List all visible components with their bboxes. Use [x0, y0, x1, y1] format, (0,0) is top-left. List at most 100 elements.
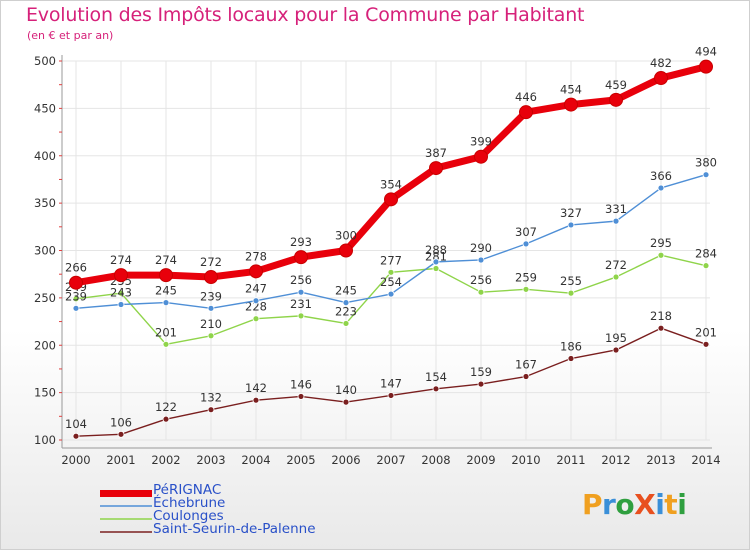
y-tick-label: 400 [34, 149, 56, 163]
data-label: 142 [245, 381, 267, 395]
x-tick-label: 2005 [286, 453, 315, 467]
data-label: 272 [605, 258, 627, 272]
x-tick-label: 2001 [106, 453, 135, 467]
data-label: 106 [110, 415, 132, 429]
data-point [297, 393, 305, 400]
data-point [162, 340, 170, 348]
data-point [162, 299, 170, 307]
data-point [699, 59, 713, 74]
data-label: 186 [560, 340, 582, 354]
y-tick-label: 450 [34, 101, 56, 115]
data-point [612, 346, 620, 354]
data-label: 256 [470, 273, 492, 287]
data-label: 266 [65, 261, 87, 275]
data-point [114, 268, 128, 283]
legend-swatch-coulonges [100, 518, 152, 520]
data-label: 278 [245, 249, 267, 263]
x-tick-label: 2006 [331, 453, 360, 467]
data-label: 201 [695, 325, 717, 339]
data-point [657, 251, 665, 259]
data-label: 494 [695, 45, 717, 59]
data-point [564, 97, 578, 112]
data-label: 399 [470, 135, 492, 149]
logo-letter: o [615, 488, 635, 521]
data-point [654, 71, 668, 86]
data-label: 159 [470, 365, 492, 379]
x-tick-label: 2013 [646, 453, 675, 467]
data-label: 132 [200, 391, 222, 405]
legend-item-saint-seurin[interactable]: Saint-Seurin-de-Palenne [100, 521, 360, 537]
data-point [207, 332, 215, 340]
data-point [519, 105, 533, 120]
data-point [429, 161, 443, 176]
data-label: 231 [290, 297, 312, 311]
data-point [612, 273, 620, 281]
data-label: 247 [245, 282, 267, 296]
legend-swatch-saint-seurin [100, 531, 152, 533]
legend-item-perignac[interactable]: PéRIGNAC [100, 482, 360, 498]
data-point [72, 304, 80, 312]
x-tick-label: 2014 [691, 453, 720, 467]
data-label: 293 [290, 235, 312, 249]
logo-letter: P [582, 488, 603, 521]
data-point [249, 264, 263, 279]
y-tick-label: 500 [34, 54, 56, 68]
y-tick-label: 250 [34, 291, 56, 305]
data-label: 295 [650, 236, 672, 250]
y-tick-label: 200 [34, 338, 56, 352]
data-label: 274 [110, 253, 132, 267]
data-label: 482 [650, 56, 672, 70]
y-tick-label: 100 [34, 433, 56, 447]
data-point [207, 304, 215, 312]
data-label: 147 [380, 376, 402, 390]
data-point [207, 406, 215, 414]
legend-swatch-echebrune [100, 505, 152, 507]
x-tick-label: 2009 [466, 453, 495, 467]
data-label: 146 [290, 377, 312, 391]
data-point [567, 221, 575, 229]
data-label: 354 [380, 177, 402, 191]
chart-subtitle: (en € et par an) [27, 29, 114, 42]
data-point [252, 297, 260, 305]
data-point [342, 398, 350, 406]
data-point [609, 92, 623, 107]
x-tick-label: 2011 [556, 453, 585, 467]
data-label: 331 [605, 202, 627, 216]
proxiti-logo: ProXiti [582, 488, 687, 521]
x-tick-label: 2000 [61, 453, 90, 467]
data-point [294, 250, 308, 265]
data-point [522, 285, 530, 293]
x-tick-label: 2004 [241, 453, 270, 467]
x-tick-label: 2010 [511, 453, 540, 467]
data-point [477, 380, 485, 388]
data-label: 104 [65, 417, 87, 431]
legend-item-echebrune[interactable]: Échebrune [100, 495, 360, 511]
data-label: 290 [470, 241, 492, 255]
data-label: 154 [425, 370, 447, 384]
logo-letter: i [677, 488, 687, 521]
legend-label: PéRIGNAC [153, 482, 222, 498]
logo-letter: t [664, 488, 678, 521]
data-point [567, 289, 575, 297]
data-point [432, 258, 440, 266]
x-tick-label: 2008 [421, 453, 450, 467]
data-point [474, 149, 488, 164]
data-point [612, 217, 620, 225]
data-label: 218 [650, 309, 672, 323]
legend: PéRIGNAC Échebrune Coulonges Saint-Seuri… [100, 482, 360, 537]
x-tick-label: 2002 [151, 453, 180, 467]
data-label: 274 [155, 253, 177, 267]
legend-item-coulonges[interactable]: Coulonges [100, 508, 360, 524]
data-label: 228 [245, 300, 267, 314]
data-point [252, 396, 260, 404]
data-label: 284 [695, 247, 717, 261]
data-label: 255 [560, 274, 582, 288]
x-tick-label: 2012 [601, 453, 630, 467]
data-label: 454 [560, 83, 582, 97]
data-point [477, 256, 485, 264]
data-label: 277 [380, 253, 402, 267]
data-point [117, 289, 125, 297]
data-point [72, 432, 80, 440]
data-point [522, 373, 530, 380]
data-point [342, 320, 350, 327]
